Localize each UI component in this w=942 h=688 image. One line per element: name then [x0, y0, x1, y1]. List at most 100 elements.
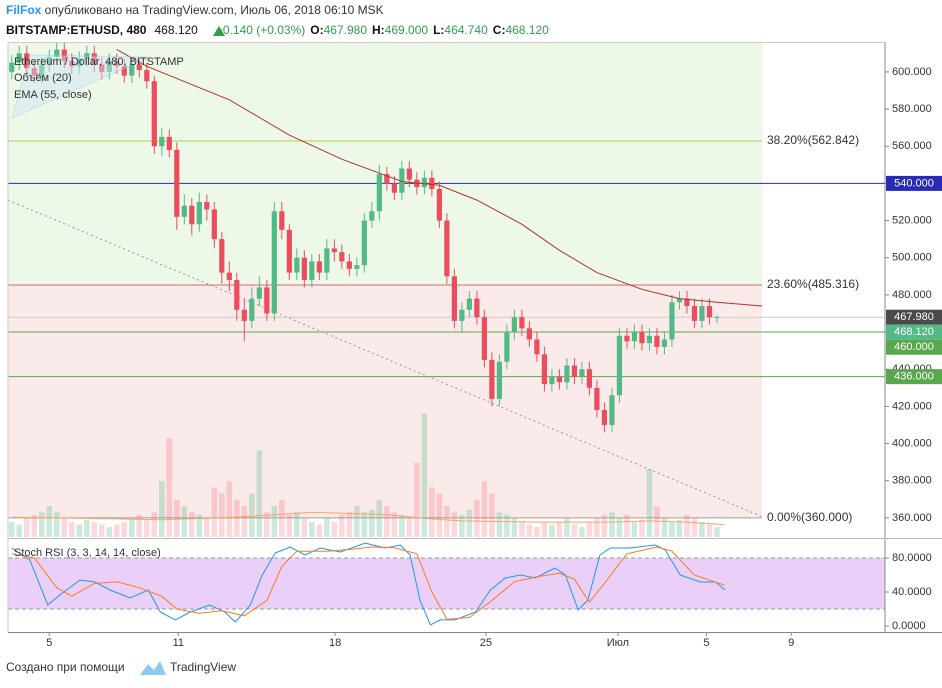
volume-bar — [264, 512, 270, 537]
candle-body — [474, 298, 480, 318]
x-tick-label: Июл — [607, 637, 629, 649]
candle-body — [181, 205, 187, 217]
candle-body — [174, 149, 180, 217]
stoch-pane — [8, 542, 885, 626]
candle-body — [639, 332, 645, 344]
legend-volume: Объём (20) — [14, 72, 72, 84]
volume-bar — [526, 524, 533, 537]
trendline — [8, 199, 763, 518]
candle-body — [159, 136, 165, 147]
volume-bar — [211, 487, 218, 537]
volume-bar — [226, 481, 233, 537]
candle-body — [241, 309, 247, 321]
candle-body — [264, 287, 270, 314]
candle-body — [436, 188, 442, 221]
price-label: 460.000 — [894, 341, 934, 353]
y-tick-label: 500.000 — [892, 252, 932, 264]
volume-bar — [151, 512, 158, 537]
y-tick-label: 400.000 — [892, 437, 932, 449]
footer-brand[interactable]: TradingView — [170, 660, 236, 674]
candle-body — [684, 298, 690, 307]
y-tick-label: 580.000 — [892, 103, 932, 115]
volume-bar — [143, 519, 150, 537]
candle-body — [654, 335, 660, 347]
candle-body — [76, 58, 82, 67]
volume-bar — [481, 481, 488, 537]
footer-created: Создано при помощи — [6, 660, 125, 674]
volume-bar — [23, 518, 30, 537]
candle-body — [496, 361, 502, 399]
candle-body — [189, 205, 195, 225]
volume-bar — [391, 512, 398, 537]
candle-body — [354, 265, 360, 269]
candle-body — [24, 53, 30, 69]
volume-bar — [31, 514, 38, 537]
candle-body — [9, 62, 15, 72]
volume-bar — [444, 506, 450, 537]
volume-bar — [451, 512, 458, 537]
stoch-line — [11, 542, 726, 626]
close-label: C: — [493, 23, 506, 37]
y-tick-label: 380.000 — [892, 475, 932, 487]
candle-body — [534, 339, 540, 355]
volume-bar — [511, 518, 518, 537]
volume-bar — [616, 518, 623, 537]
candle-body — [286, 229, 292, 273]
candle-body — [16, 53, 22, 63]
candle-body — [256, 287, 262, 299]
volume-bar — [624, 514, 630, 537]
volume-bar — [519, 522, 525, 537]
volume-bar — [301, 518, 308, 537]
volume-bar — [376, 499, 383, 537]
volume-bar — [121, 522, 128, 537]
tradingview-logo[interactable]: TradingView — [140, 660, 236, 675]
stoch-title: Stoch RSI (3, 3, 14, 14, close) — [14, 547, 161, 559]
candle-body — [144, 70, 150, 82]
candle-body — [376, 174, 382, 212]
volume-bar — [294, 512, 300, 537]
volume-bar — [68, 522, 75, 537]
candle-body — [594, 387, 600, 411]
candle-body — [586, 369, 593, 388]
candle-body — [601, 410, 608, 425]
candle-body — [46, 57, 52, 65]
candle-body — [699, 306, 705, 321]
volume-bar — [8, 522, 15, 537]
volume-bar — [136, 514, 143, 537]
candle-body — [316, 261, 322, 273]
candle-body — [609, 395, 615, 425]
candle-body — [234, 280, 240, 310]
candle-body — [69, 60, 75, 67]
y-tick-label: 520.000 — [892, 214, 932, 226]
x-tick-label: 18 — [329, 637, 341, 649]
volume-bar — [91, 522, 98, 537]
candle-body — [549, 376, 555, 385]
volume-bar — [38, 512, 45, 537]
price-label-box — [886, 175, 942, 191]
candle-body — [54, 49, 60, 58]
volume-bar — [421, 413, 428, 537]
candle-body — [624, 335, 630, 342]
candle-body — [249, 298, 255, 321]
candle-body — [676, 298, 683, 303]
candle-body — [324, 248, 330, 273]
candle-body — [61, 49, 67, 61]
candle-body — [571, 365, 578, 377]
volume-bar — [384, 506, 390, 537]
volume-bar — [128, 518, 135, 537]
price-label: 436.000 — [894, 371, 934, 383]
candle-body — [406, 168, 412, 180]
candle-body — [346, 261, 352, 269]
candle-body — [361, 220, 367, 266]
candle-body — [504, 332, 510, 362]
candle-body — [301, 257, 307, 281]
author[interactable]: FilFox — [6, 3, 42, 17]
candle-body — [421, 177, 427, 188]
symbol: BITSTAMP:ETHUSD, 480 — [6, 23, 147, 37]
volume-bar — [699, 522, 705, 537]
candle-body — [196, 201, 202, 225]
fib-label: 23.60%(485.316) — [767, 277, 859, 291]
quote-line: BITSTAMP:ETHUSD, 480 468.120 +0.140 (+0.03… — [6, 23, 549, 37]
candle-body — [556, 376, 563, 383]
